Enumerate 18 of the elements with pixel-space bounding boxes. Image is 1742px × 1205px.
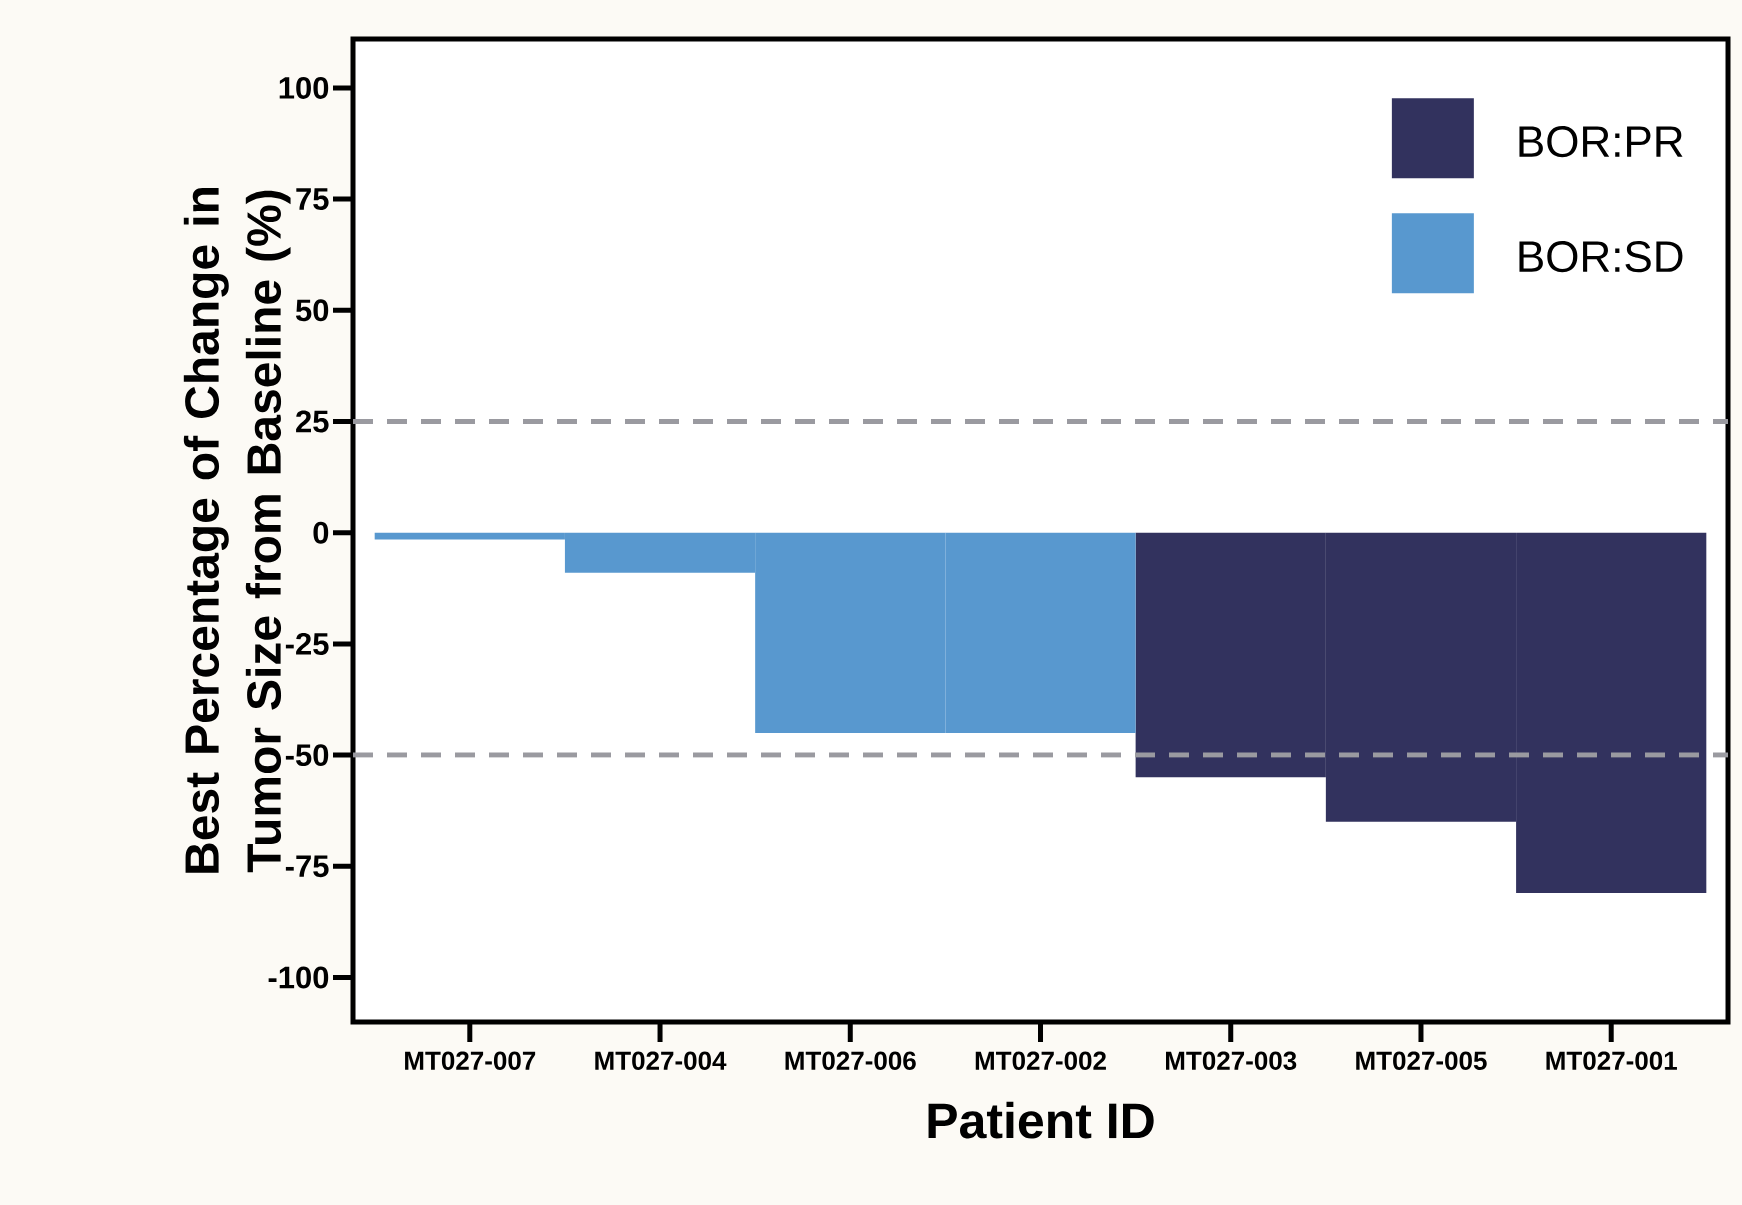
x-tick-label: MT027-003 [1166, 1051, 1297, 1070]
y-tick-label: 50 [295, 299, 329, 322]
y-tick-label: 0 [313, 521, 329, 544]
legend-label: BOR:SD [1519, 241, 1683, 273]
x-tick-label: MT027-002 [975, 1051, 1106, 1070]
y-tick-label: -50 [285, 744, 329, 767]
y-tick-label: 25 [296, 410, 329, 433]
x-tick-label: MT027-005 [1356, 1051, 1487, 1070]
legend-label: BOR:PR [1519, 126, 1683, 158]
x-tick-label: MT027-007 [405, 1051, 536, 1070]
y-tick-label: 100 [279, 76, 329, 99]
y-tick-label: -100 [268, 966, 329, 989]
y-tick-label: -25 [285, 632, 329, 655]
x-tick-label: MT027-006 [785, 1051, 916, 1070]
x-tick-label: MT027-004 [595, 1051, 727, 1070]
x-tick-label: MT027-001 [1546, 1051, 1677, 1070]
y-tick-label: 75 [296, 188, 329, 210]
x-axis-title: Patient ID [928, 1101, 1154, 1139]
